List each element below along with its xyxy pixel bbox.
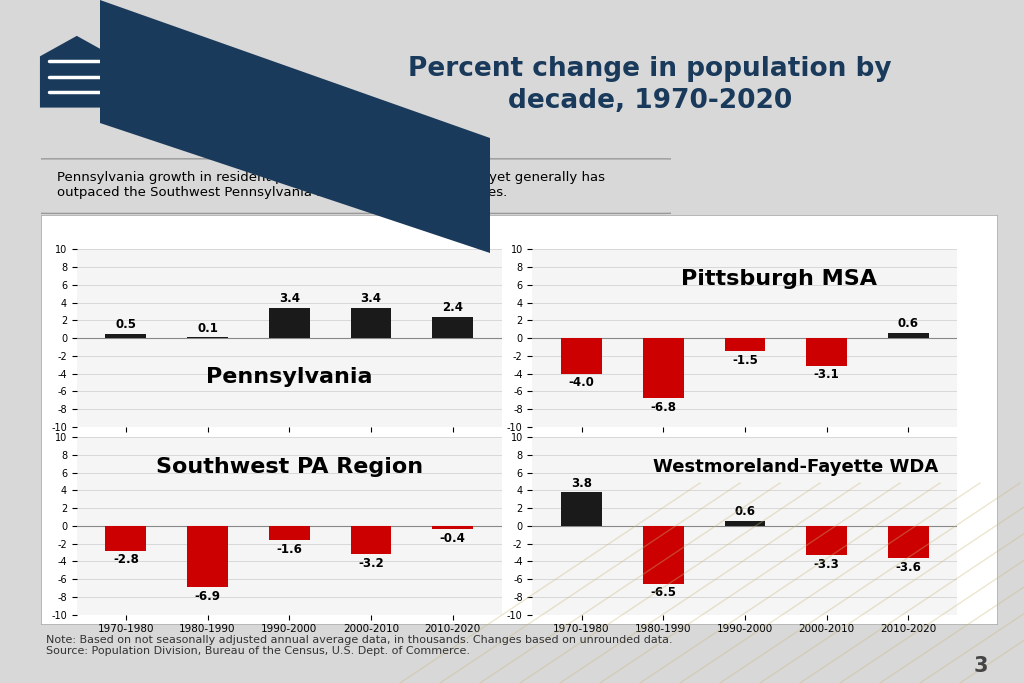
Bar: [350, 308, 391, 338]
Bar: [432, 526, 473, 529]
Text: 2.4: 2.4: [442, 301, 463, 314]
Text: 0.6: 0.6: [898, 317, 919, 330]
Text: -6.9: -6.9: [195, 590, 220, 603]
Bar: [269, 526, 309, 540]
Bar: [105, 526, 146, 550]
Bar: [643, 338, 684, 398]
Bar: [561, 492, 602, 526]
Text: 3: 3: [974, 656, 988, 676]
Text: -3.2: -3.2: [358, 557, 384, 570]
Text: Pennsylvania: Pennsylvania: [206, 367, 373, 387]
Bar: [725, 338, 765, 351]
Text: Percent change in population by
decade, 1970-2020: Percent change in population by decade, …: [409, 57, 892, 114]
Bar: [269, 308, 309, 338]
Bar: [105, 334, 146, 338]
Bar: [432, 317, 473, 338]
Text: -0.4: -0.4: [439, 532, 466, 545]
Bar: [725, 520, 765, 526]
Text: 0.5: 0.5: [116, 318, 136, 331]
Text: -2.8: -2.8: [113, 553, 139, 566]
Text: 0.6: 0.6: [734, 505, 756, 518]
Polygon shape: [100, 0, 490, 253]
Text: 3.4: 3.4: [360, 292, 382, 305]
FancyBboxPatch shape: [41, 215, 998, 625]
Bar: [187, 337, 228, 338]
Bar: [561, 338, 602, 374]
Bar: [888, 333, 929, 338]
Text: Note: Based on not seasonally adjusted annual average data, in thousands. Change: Note: Based on not seasonally adjusted a…: [46, 635, 673, 656]
Text: -6.8: -6.8: [650, 401, 676, 414]
Text: Pittsburgh MSA: Pittsburgh MSA: [681, 270, 877, 290]
Text: -6.5: -6.5: [650, 586, 676, 599]
Bar: [888, 526, 929, 558]
Text: -1.5: -1.5: [732, 354, 758, 367]
Polygon shape: [40, 36, 114, 107]
Text: -3.3: -3.3: [814, 558, 840, 571]
Text: 3.8: 3.8: [571, 477, 592, 490]
Bar: [643, 526, 684, 583]
Text: 0.1: 0.1: [197, 322, 218, 335]
Text: Southwest PA Region: Southwest PA Region: [156, 458, 423, 477]
Bar: [350, 526, 391, 555]
Text: -3.6: -3.6: [895, 561, 922, 574]
Bar: [806, 526, 847, 555]
Text: Pennsylvania growth in resident population has been moderate, yet generally has
: Pennsylvania growth in resident populati…: [56, 171, 605, 199]
Text: -4.0: -4.0: [568, 376, 595, 389]
FancyBboxPatch shape: [35, 159, 677, 213]
Bar: [806, 338, 847, 365]
Text: -1.6: -1.6: [276, 543, 302, 556]
Text: 3.4: 3.4: [279, 292, 300, 305]
Text: -3.1: -3.1: [814, 368, 840, 381]
Text: Westmoreland-Fayette WDA: Westmoreland-Fayette WDA: [653, 458, 939, 476]
Bar: [187, 526, 228, 587]
